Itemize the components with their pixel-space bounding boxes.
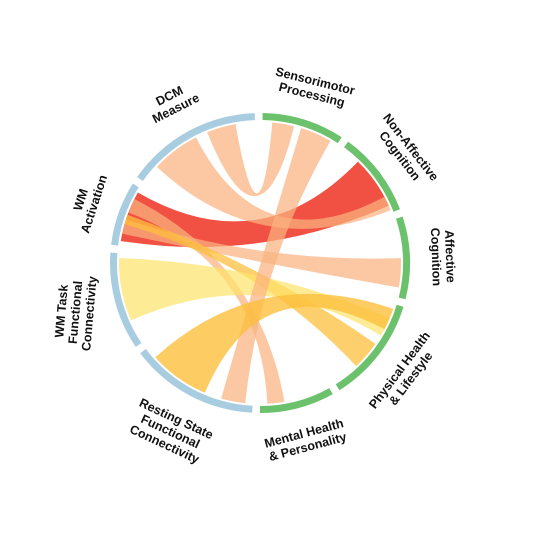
- segment-label-wmtask: WM TaskFunctionalConnectivity: [51, 273, 99, 351]
- segment-arc-layer: [110, 113, 410, 414]
- segment-label-line: Connectivity: [79, 276, 99, 352]
- ribbon-resting-physical: [155, 293, 394, 393]
- segment-arc-physical: [335, 304, 404, 391]
- ribbon-wmtask-physical: [119, 258, 390, 336]
- segment-label-line: Cognition: [428, 227, 444, 286]
- segment-label-physical: Physical Health& Lifestyle: [366, 329, 444, 420]
- segment-arc-affective: [396, 216, 410, 300]
- segment-label-line: WM: [71, 187, 91, 212]
- segment-arc-nonaffective: [344, 141, 401, 212]
- segment-arc-resting: [140, 349, 253, 413]
- ribbon-wmact-physical: [124, 214, 376, 367]
- segment-label-line: Affective: [442, 230, 458, 283]
- ribbon-layer: [119, 122, 402, 404]
- segment-label-resting: Resting StateFunctionalConnectivity: [125, 396, 215, 468]
- segment-arc-wmact: [111, 183, 139, 246]
- segment-label-affective: AffectiveCognition: [428, 227, 458, 286]
- segment-label-wmact: WMActivation: [65, 169, 110, 235]
- segment-arc-dcm: [137, 113, 256, 181]
- segment-arc-sensorimotor: [262, 113, 342, 144]
- segment-label-mental: Mental Health& Personality: [263, 416, 349, 464]
- segment-label-dcm: DCMMeasure: [144, 78, 202, 126]
- segment-arc-wmtask: [110, 252, 142, 347]
- segment-label-line: Functional: [66, 280, 85, 344]
- ribbon-wmact-affective: [122, 219, 402, 288]
- ribbon-dcm-nonaffective: [156, 137, 391, 229]
- segment-label-line: WM Task: [52, 284, 71, 338]
- ribbon-wmact-mental: [128, 198, 285, 404]
- segment-label-sensorimotor: SensorimotorProcessing: [271, 65, 357, 112]
- ribbon-resting-sensorimotor: [221, 128, 331, 404]
- segment-arc-mental: [260, 388, 333, 414]
- ribbon-dcm-sensorimotor: [207, 122, 295, 197]
